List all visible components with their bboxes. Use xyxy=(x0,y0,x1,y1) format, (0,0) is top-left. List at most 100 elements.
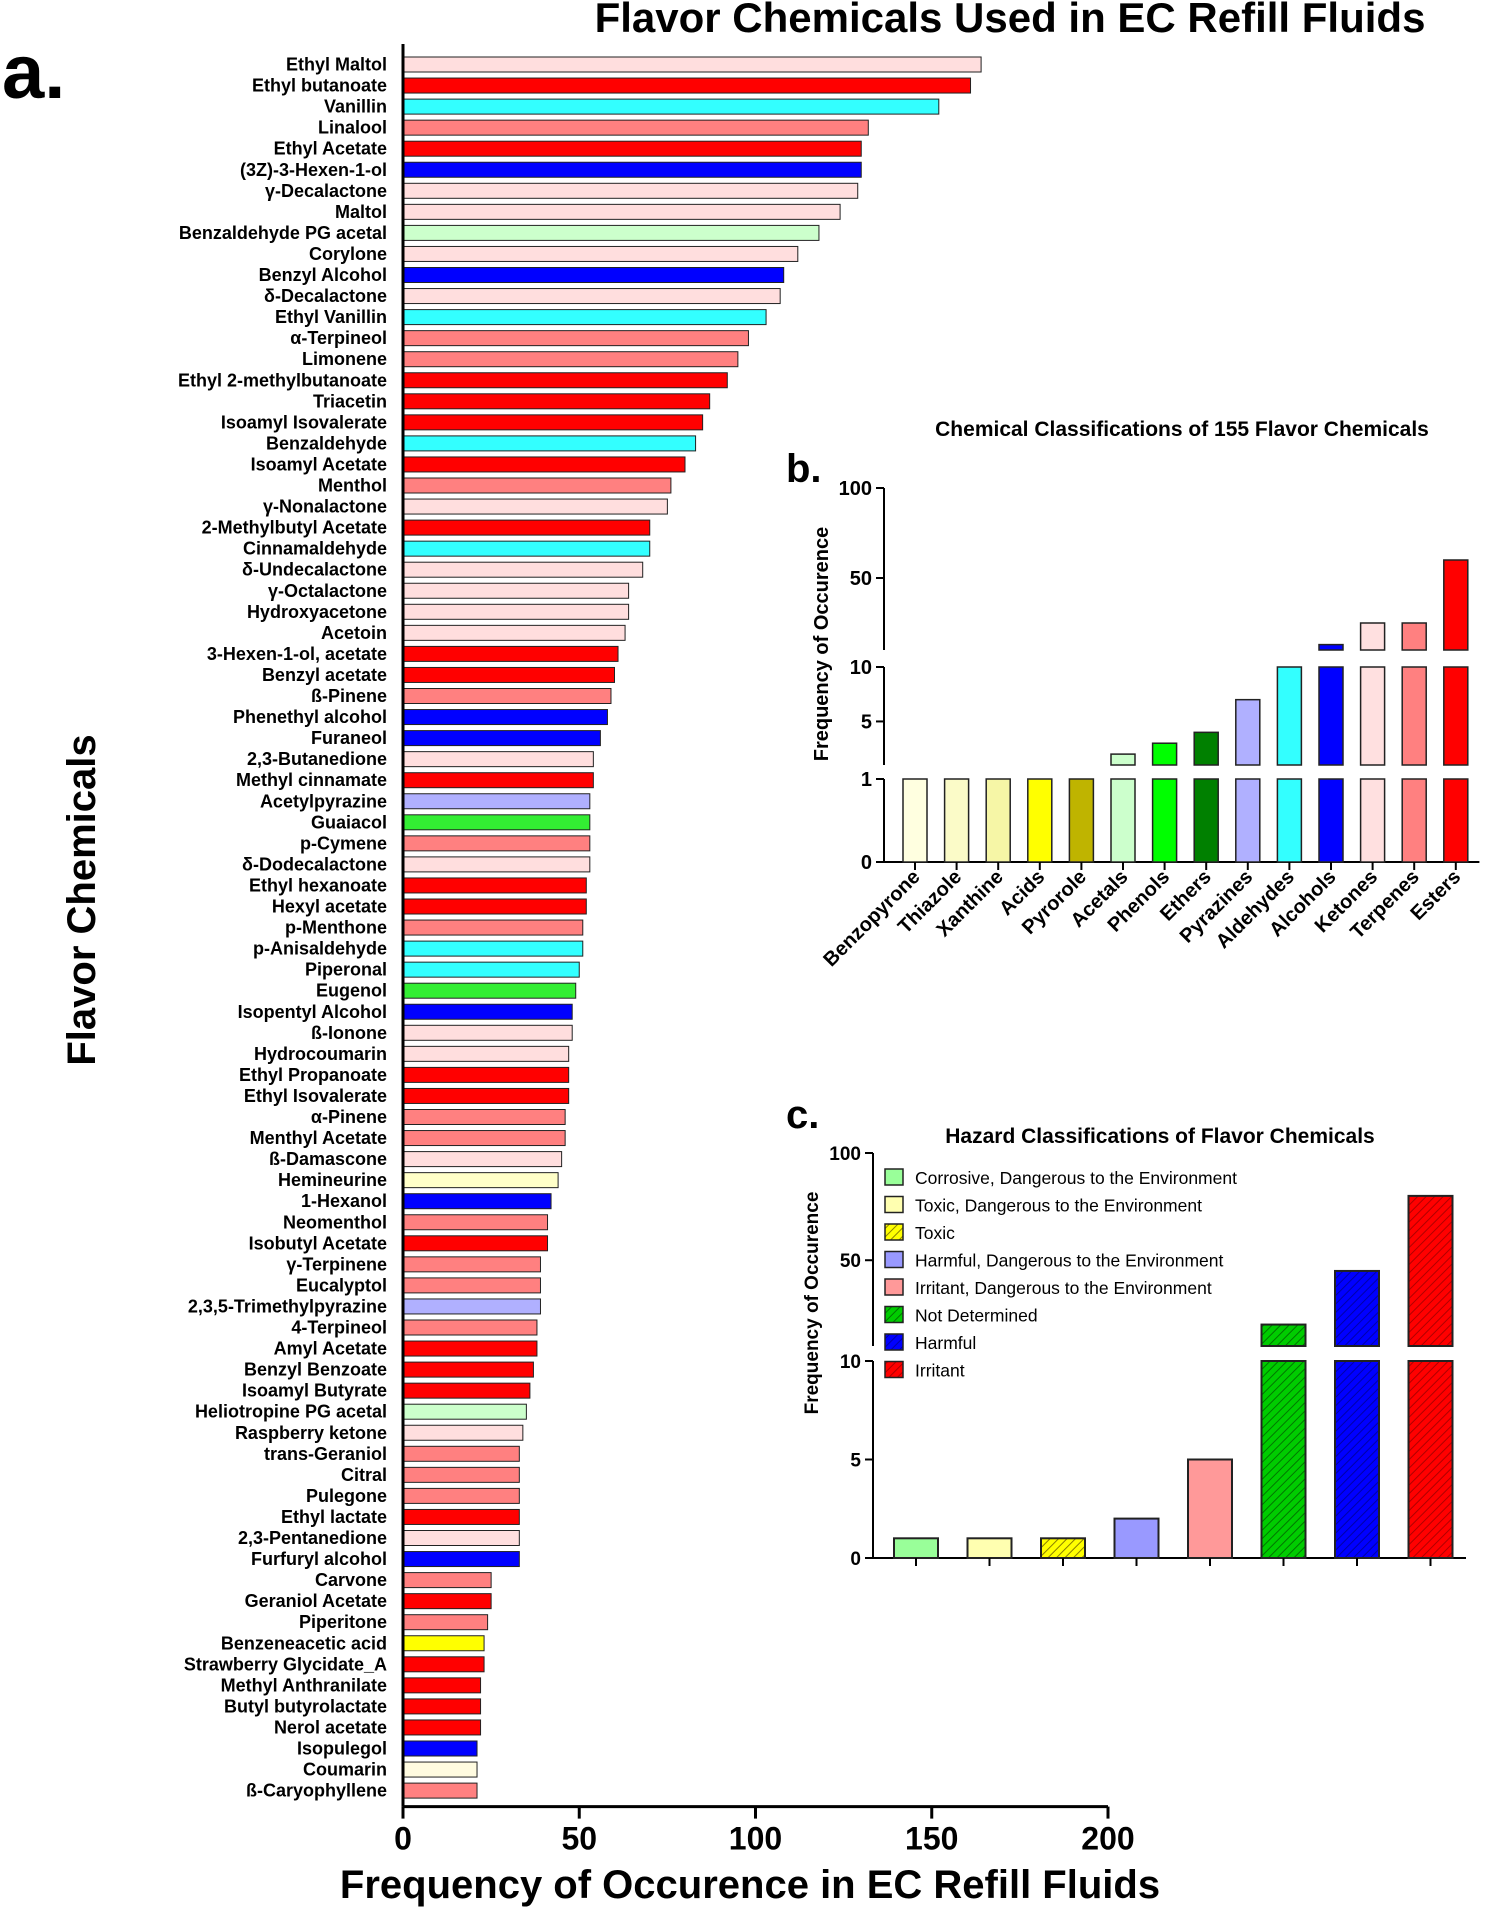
category-label: Nerol acetate xyxy=(274,1717,387,1737)
y-tick-label: 50 xyxy=(850,568,872,590)
category-label: p-Menthone xyxy=(285,918,387,938)
bar-69 xyxy=(402,1487,520,1504)
category-label: Benzyl Benzoate xyxy=(244,1360,387,1380)
bar-10 xyxy=(402,245,799,262)
bar-6 xyxy=(402,161,862,178)
y-tick-label: 5 xyxy=(861,711,872,733)
category-label: Citral xyxy=(341,1465,387,1485)
category-label: 2,3,5-Trimethylpyrazine xyxy=(188,1296,387,1316)
bar-61 xyxy=(402,1319,538,1336)
category-label: Geraniol Acetate xyxy=(245,1591,387,1611)
x-tick-label: 150 xyxy=(905,1821,958,1857)
category-label: Triacetin xyxy=(313,391,387,411)
bar-81 xyxy=(402,1740,478,1757)
category-label: (3Z)-3-Hexen-1-ol xyxy=(240,160,387,180)
category-label: Benzaldehyde xyxy=(266,433,387,453)
legend-swatch xyxy=(884,1168,904,1186)
category-label: Neomenthol xyxy=(283,1212,387,1232)
category-label: Guaiacol xyxy=(311,812,387,832)
bar-15 xyxy=(402,351,739,368)
bar-60 xyxy=(402,1298,541,1315)
bar-aldehydes-upper xyxy=(1276,666,1303,766)
category-label: γ-Octalactone xyxy=(268,581,387,601)
category-label: Menthol xyxy=(318,476,387,496)
category-label: Methyl cinnamate xyxy=(236,770,387,790)
category-label: Limonene xyxy=(302,349,387,369)
category-label: Furfuryl alcohol xyxy=(251,1549,387,1569)
category-label: γ-Decalactone xyxy=(265,181,387,201)
bar-19 xyxy=(402,435,697,452)
bar-alcohols-middle xyxy=(1318,666,1344,766)
bar-13 xyxy=(402,309,767,326)
bar-not-determined xyxy=(1260,1360,1307,1559)
category-label: γ-Terpinene xyxy=(286,1254,387,1274)
bar-9 xyxy=(402,224,820,241)
bar-alcohols-upper xyxy=(1318,643,1344,651)
category-label: Ethyl lactate xyxy=(281,1507,387,1527)
bar-73 xyxy=(402,1572,492,1589)
bar-59 xyxy=(402,1277,541,1294)
category-label: Ethyl hexanoate xyxy=(249,875,387,895)
category-label: Ethyl Acetate xyxy=(274,139,387,159)
category-label: Acetylpyrazine xyxy=(260,791,387,811)
bar-48 xyxy=(402,1045,570,1062)
category-label: Benzaldehyde PG acetal xyxy=(179,223,387,243)
bar-alcohols xyxy=(1318,778,1344,863)
category-label: Raspberry ketone xyxy=(235,1423,387,1443)
bar-51 xyxy=(402,1109,566,1125)
bar-70 xyxy=(402,1508,520,1525)
category-label: Menthyl Acetate xyxy=(250,1128,387,1148)
panel-a-y-axis-label: Flavor Chemicals xyxy=(60,734,104,1065)
bar-aldehydes xyxy=(1276,778,1303,863)
bar-toxic xyxy=(1040,1537,1086,1560)
bar-64 xyxy=(402,1382,531,1399)
panel-a-title: Flavor Chemicals Used in EC Refill Fluid… xyxy=(595,0,1426,41)
bar-25 xyxy=(402,561,644,578)
category-label: Vanillin xyxy=(324,97,387,117)
bar-phenols-upper xyxy=(1151,742,1178,766)
category-label: Eugenol xyxy=(316,981,387,1001)
category-label: 2-Methylbutyl Acetate xyxy=(202,518,387,538)
category-label: Piperitone xyxy=(299,1612,387,1632)
bar-20 xyxy=(402,456,686,473)
bar-72 xyxy=(402,1551,520,1568)
bar-toxic-dangerous-to-the-environment xyxy=(966,1537,1013,1560)
category-label: Piperonal xyxy=(305,960,387,980)
y-tick-label: 0 xyxy=(861,852,872,874)
bar-63 xyxy=(402,1361,534,1378)
panel-a-x-axis-label: Frequency of Occurence in EC Refill Flui… xyxy=(340,1863,1160,1907)
bar-7 xyxy=(402,182,859,199)
bar-thiazole xyxy=(943,778,970,863)
bar-38 xyxy=(402,835,591,852)
legend-entry: Toxic xyxy=(915,1223,955,1243)
bar-74 xyxy=(402,1593,492,1610)
bar-18 xyxy=(402,414,704,431)
bar-ethers xyxy=(1193,778,1219,863)
legend-swatch xyxy=(884,1305,904,1324)
category-label: Butyl butyrolactate xyxy=(224,1696,387,1716)
category-label: Ethyl Isovalerate xyxy=(244,1086,387,1106)
bar-irritant-dangerous-to-the-environment xyxy=(1187,1458,1233,1559)
category-label: Cinnamaldehyde xyxy=(243,539,387,559)
category-label: α-Terpineol xyxy=(290,328,387,348)
category-label: Isoamyl Acetate xyxy=(251,454,387,474)
bar-62 xyxy=(402,1340,538,1357)
category-label: Hexyl acetate xyxy=(272,897,387,917)
bar-65 xyxy=(402,1403,527,1420)
bar-40 xyxy=(402,877,587,894)
category-label: Strawberry Glycidate_A xyxy=(184,1654,387,1674)
legend-entry: Irritant, Dangerous to the Environment xyxy=(915,1278,1212,1298)
bar-41 xyxy=(402,898,587,915)
bar-4 xyxy=(402,119,869,136)
panel-c-y-axis-label: Frequency of Occurence xyxy=(802,1192,823,1415)
bar-acetals xyxy=(1110,778,1136,863)
panel-b-label: b. xyxy=(786,447,822,491)
bar-43 xyxy=(402,940,584,957)
bar-acids xyxy=(1027,778,1053,863)
bar-5 xyxy=(402,140,862,157)
bar-80 xyxy=(402,1719,482,1736)
bar-21 xyxy=(402,477,672,494)
bar-67 xyxy=(402,1445,520,1462)
category-label: Benzeneacetic acid xyxy=(221,1633,387,1653)
bar-pyrazines xyxy=(1235,778,1261,863)
